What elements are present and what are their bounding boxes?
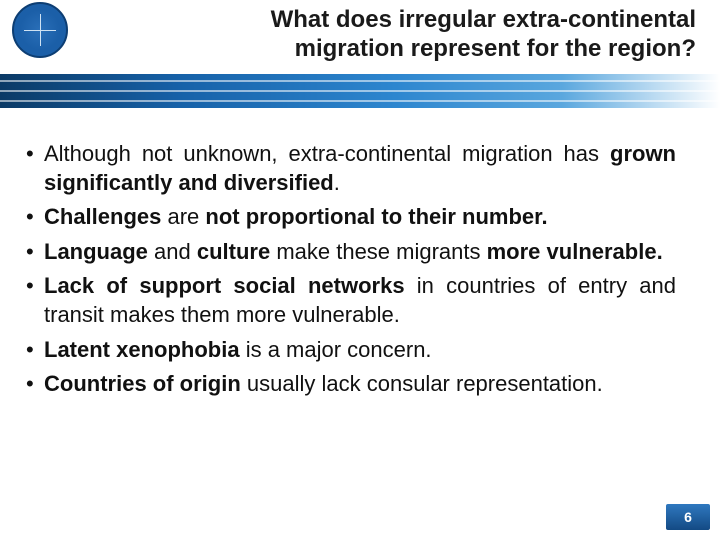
header: What does irregular extra-continental mi… [0, 0, 720, 120]
page-number: 6 [684, 509, 692, 525]
bullet-item: •Language and culture make these migrant… [44, 238, 676, 267]
bullet-dot-icon: • [26, 336, 44, 365]
bullet-dot-icon: • [26, 272, 44, 301]
band-line [0, 100, 720, 102]
bullet-text: Language and culture make these migrants… [44, 238, 676, 267]
globe-icon [20, 10, 60, 50]
page-number-badge: 6 [666, 504, 710, 530]
bullet-dot-icon: • [26, 238, 44, 267]
bullet-dot-icon: • [26, 370, 44, 399]
bullet-text: Although not unknown, extra-continental … [44, 140, 676, 197]
title-line-2: migration represent for the region? [150, 35, 696, 64]
bullet-text: Latent xenophobia is a major concern. [44, 336, 676, 365]
band-line [0, 90, 720, 92]
bullet-dot-icon: • [26, 140, 44, 169]
header-band [0, 74, 720, 108]
title-line-1: What does irregular extra-continental [150, 6, 696, 35]
bullet-item: •Lack of support social networks in coun… [44, 272, 676, 329]
bullet-dot-icon: • [26, 203, 44, 232]
bullet-item: •Countries of origin usually lack consul… [44, 370, 676, 399]
bullet-item: •Challenges are not proportional to thei… [44, 203, 676, 232]
slide-container: What does irregular extra-continental mi… [0, 0, 720, 540]
bullet-list: •Although not unknown, extra-continental… [44, 140, 676, 405]
title-block: What does irregular extra-continental mi… [150, 6, 696, 64]
bullet-text: Countries of origin usually lack consula… [44, 370, 676, 399]
logo-badge [12, 2, 68, 58]
bullet-text: Challenges are not proportional to their… [44, 203, 676, 232]
bullet-item: •Latent xenophobia is a major concern. [44, 336, 676, 365]
band-line [0, 80, 720, 82]
bullet-text: Lack of support social networks in count… [44, 272, 676, 329]
bullet-item: •Although not unknown, extra-continental… [44, 140, 676, 197]
